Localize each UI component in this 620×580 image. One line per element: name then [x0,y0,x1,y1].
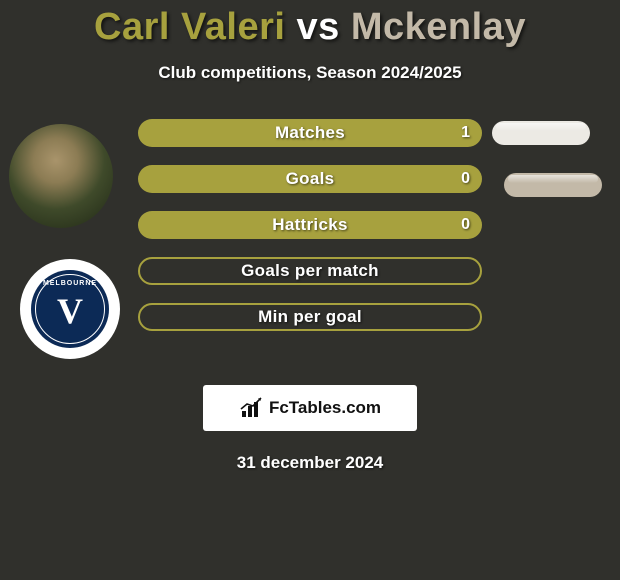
player2-pills [492,119,600,197]
club-letter: V [57,293,83,329]
club-name-text: MELBOURNE [43,280,97,287]
stat-bar: Goals 0 [138,165,482,193]
stat-bar: Hattricks 0 [138,211,482,239]
player1-avatar-image [9,124,113,228]
player2-stat-pill [492,121,590,145]
stat-bar-value: 0 [461,170,470,188]
stat-bar-label: Matches [275,123,345,143]
stat-bar-label: Goals per match [241,261,379,281]
subtitle: Club competitions, Season 2024/2025 [0,63,620,83]
branding-box: FcTables.com [203,385,417,431]
page-title: Carl Valeri vs Mckenlay [0,0,620,49]
branding-label: FcTables.com [269,398,381,418]
stat-bars: Matches 1 Goals 0 Hattricks 0 Goals per match M… [138,119,482,349]
stat-bar-label: Hattricks [272,215,347,235]
player2-stat-pill [504,173,602,197]
vs-text: vs [297,6,340,48]
stat-bar-value: 1 [461,124,470,142]
stat-bar: Goals per match [138,257,482,285]
stat-bar-label: Goals [286,169,335,189]
stat-bar-value: 0 [461,216,470,234]
player1-name: Carl Valeri [94,6,285,48]
player1-avatar [9,124,113,228]
stat-bar: Min per goal [138,303,482,331]
club-shield: MELBOURNE V [31,270,109,348]
player1-club-logo: MELBOURNE V [20,259,120,359]
comparison-content: MELBOURNE V Matches1Goals0Hattricks0Goal… [0,119,620,379]
chart-icon [239,397,265,419]
stat-bar-label: Min per goal [258,307,362,327]
stat-bar: Matches 1 [138,119,482,147]
player2-name: Mckenlay [351,6,526,48]
date-text: 31 december 2024 [0,453,620,473]
